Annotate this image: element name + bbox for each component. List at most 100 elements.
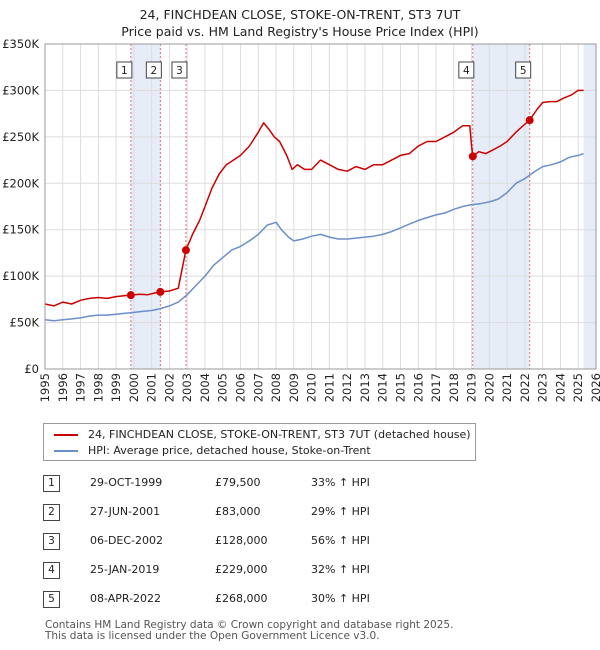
x-tick-label: 1997 <box>74 373 88 402</box>
table-row: 3 06-DEC-2002 £128,000 56% ↑ HPI <box>43 530 443 559</box>
x-tick-label: 2020 <box>482 373 496 402</box>
y-axis-tick-labels: £0 £50K £100K £150K £200K £250K £300K £350K <box>2 37 39 376</box>
chart-title-block: 24, FINCHDEAN CLOSE, STOKE-ON-TRENT, ST3… <box>0 6 600 40</box>
x-tick-label: 2007 <box>251 373 265 402</box>
legend-item-property: 24, FINCHDEAN CLOSE, STOKE-ON-TRENT, ST3… <box>54 427 471 443</box>
y-tick-label: £250K <box>2 130 39 144</box>
transaction-number: 4 <box>43 562 60 579</box>
legend: 24, FINCHDEAN CLOSE, STOKE-ON-TRENT, ST3… <box>43 423 476 461</box>
chart-title-line-2: Price paid vs. HM Land Registry's House … <box>121 24 479 39</box>
sale-number-box-frame <box>116 61 133 79</box>
sale-number-label: 3 <box>176 65 183 77</box>
sale-point <box>468 152 477 161</box>
x-tick-label: 2022 <box>518 373 532 402</box>
transaction-number: 3 <box>43 533 60 550</box>
sale-number-box: 1 <box>116 61 133 79</box>
footer-line-1: Contains HM Land Registry data © Crown c… <box>45 619 454 631</box>
price-chart: 1 2 3 4 5 £0 £50K £100K £150K £200K £250K £300K £35… <box>2 37 600 402</box>
footer-line-2: This data is licensed under the Open Gov… <box>45 630 380 642</box>
sale-point <box>525 116 534 125</box>
sale-number-label: 4 <box>463 65 470 77</box>
legend-swatch-hpi <box>54 450 78 452</box>
x-tick-label: 2016 <box>411 373 425 402</box>
table-row: 1 29-OCT-1999 £79,500 33% ↑ HPI <box>43 472 443 501</box>
shaded-periods <box>130 44 596 369</box>
x-tick-label: 1995 <box>38 373 52 402</box>
shaded-period <box>472 44 530 369</box>
x-tick-label: 2005 <box>216 373 230 402</box>
x-tick-label: 2010 <box>305 373 319 402</box>
x-tick-label: 2004 <box>198 373 212 402</box>
legend-label-property: 24, FINCHDEAN CLOSE, STOKE-ON-TRENT, ST3… <box>88 428 471 441</box>
transaction-price: £229,000 <box>215 563 268 576</box>
x-tick-label: 2001 <box>145 373 159 402</box>
transaction-price: £128,000 <box>215 534 268 547</box>
y-tick-label: £200K <box>2 176 39 190</box>
transaction-hpi-change: 32% ↑ HPI <box>311 563 370 576</box>
sale-point <box>156 287 165 296</box>
x-tick-label: 2002 <box>162 373 176 402</box>
transaction-date: 25-JAN-2019 <box>90 563 160 576</box>
x-tick-label: 2026 <box>589 373 600 402</box>
x-tick-label: 2008 <box>269 373 283 402</box>
sale-number-box: 5 <box>515 61 532 79</box>
x-tick-label: 2021 <box>500 373 514 402</box>
transaction-number: 2 <box>43 504 60 521</box>
table-row: 2 27-JUN-2001 £83,000 29% ↑ HPI <box>43 501 443 530</box>
sale-points <box>126 116 534 300</box>
sale-point <box>126 291 135 300</box>
x-tick-label: 2014 <box>376 373 390 402</box>
plot-frame <box>44 43 597 370</box>
sale-number-box-frame <box>515 61 532 79</box>
x-tick-label: 2013 <box>358 373 372 402</box>
transaction-number: 5 <box>43 591 60 608</box>
transaction-hpi-change: 29% ↑ HPI <box>311 505 370 518</box>
footer-notice: Contains HM Land Registry data © Crown c… <box>45 620 453 642</box>
sale-point <box>181 246 190 255</box>
legend-swatch-property <box>54 434 78 436</box>
sale-number-box-frame <box>458 61 475 79</box>
transaction-number: 1 <box>43 475 60 492</box>
table-row: 5 08-APR-2022 £268,000 30% ↑ HPI <box>43 588 443 617</box>
y-tick-label: £350K <box>2 37 39 51</box>
sale-number-label: 5 <box>520 65 527 77</box>
legend-item-hpi: HPI: Average price, detached house, Stok… <box>54 443 371 459</box>
x-tick-label: 1998 <box>91 373 105 402</box>
transaction-hpi-change: 30% ↑ HPI <box>311 592 370 605</box>
x-tick-label: 2019 <box>465 373 479 402</box>
transaction-price: £79,500 <box>215 476 261 489</box>
transactions-table: 1 29-OCT-1999 £79,500 33% ↑ HPI 2 27-JUN… <box>43 472 443 617</box>
sale-number-box: 3 <box>171 61 188 79</box>
y-tick-label: £100K <box>2 269 39 283</box>
legend-label-hpi: HPI: Average price, detached house, Stok… <box>88 444 371 457</box>
x-tick-label: 2015 <box>393 373 407 402</box>
sale-number-label: 2 <box>151 65 158 77</box>
x-tick-label: 2006 <box>234 373 248 402</box>
series-lines <box>44 89 584 322</box>
transaction-date: 06-DEC-2002 <box>90 534 164 547</box>
sale-number-label: 1 <box>121 65 128 77</box>
y-tick-label: £300K <box>2 83 39 97</box>
shaded-period <box>583 44 596 369</box>
series-line-hpi <box>44 152 584 322</box>
transaction-hpi-change: 33% ↑ HPI <box>311 476 370 489</box>
series-line-property <box>44 89 584 307</box>
transaction-price: £83,000 <box>215 505 261 518</box>
x-tick-label: 2023 <box>536 373 550 402</box>
transaction-price: £268,000 <box>215 592 268 605</box>
x-tick-label: 2024 <box>553 373 567 402</box>
x-tick-label: 2011 <box>322 373 336 402</box>
transaction-date: 27-JUN-2001 <box>90 505 161 518</box>
transaction-date: 08-APR-2022 <box>90 592 162 605</box>
y-tick-label: £0 <box>24 362 39 376</box>
sale-number-box-frame <box>145 61 162 79</box>
shaded-period <box>130 44 161 369</box>
chart-title-line-1: 24, FINCHDEAN CLOSE, STOKE-ON-TRENT, ST3… <box>139 7 461 22</box>
sale-number-box-frame <box>171 61 188 79</box>
sale-number-boxes: 1 2 3 4 5 <box>116 61 532 79</box>
y-tick-label: £50K <box>10 316 40 330</box>
x-tick-label: 2018 <box>447 373 461 402</box>
x-tick-label: 2009 <box>287 373 301 402</box>
transaction-date: 29-OCT-1999 <box>90 476 163 489</box>
x-axis-tick-labels: 1995 1996 1997 1998 1999 2000 2001 2002 2003 2004… <box>38 373 600 402</box>
